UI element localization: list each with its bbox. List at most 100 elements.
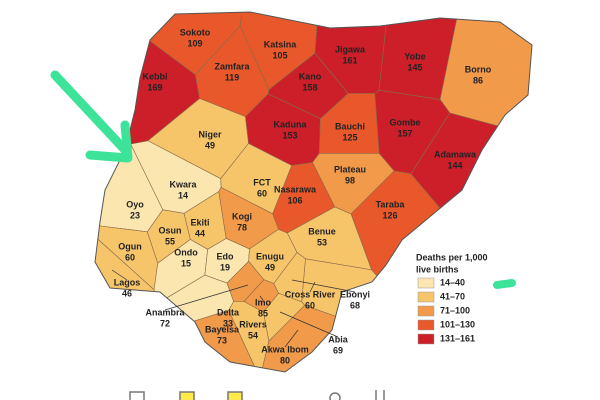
- state-name: Jigawa: [335, 44, 366, 54]
- toolbar-icon[interactable]: [179, 391, 195, 400]
- state-name: Ekiti: [190, 217, 209, 227]
- legend-label: 71–100: [440, 305, 470, 315]
- state-name: Yobe: [404, 51, 425, 61]
- leader-line: [279, 311, 339, 338]
- legend-swatch: [417, 333, 435, 345]
- state-name: Kogi: [232, 211, 252, 221]
- state-name: Sokoto: [180, 27, 211, 37]
- state-value: 14: [178, 190, 188, 200]
- leader-line: [164, 284, 249, 311]
- legend-swatch: [417, 319, 435, 331]
- toolbar-icon[interactable]: [329, 392, 341, 400]
- state-name: Bauchi: [335, 121, 365, 131]
- state-name: FCT: [253, 177, 271, 187]
- state-value: 158: [302, 82, 317, 92]
- annotation-mark: [493, 279, 516, 289]
- state-value: 98: [345, 175, 355, 185]
- state-value: 153: [282, 130, 297, 140]
- country-outline: [94, 11, 533, 373]
- state-value: 44: [195, 228, 205, 238]
- state-name: Katsina: [264, 39, 298, 49]
- state-value: 161: [342, 55, 357, 65]
- legend-title: Deaths per 1,000: [416, 252, 488, 262]
- state-name: Anambra: [145, 307, 185, 317]
- state-value: 69: [333, 345, 343, 355]
- state-value: 106: [287, 195, 302, 205]
- leader-line: [309, 281, 316, 293]
- state-value: 119: [225, 72, 240, 82]
- state-name: Borno: [465, 64, 492, 74]
- state-value: 78: [237, 222, 247, 232]
- state-value: 55: [165, 236, 175, 246]
- state-value: 144: [447, 160, 462, 170]
- legend-swatch: [417, 277, 435, 289]
- state-value: 60: [257, 188, 267, 198]
- state-name: Edo: [217, 251, 235, 261]
- state-value: 126: [382, 210, 397, 220]
- legend-label: 41–70: [440, 291, 465, 301]
- state-name: Zamfara: [214, 61, 250, 71]
- legend: Deaths per 1,000 live births 14–40 41–70 71–…: [416, 252, 488, 345]
- state-value: 109: [187, 38, 202, 48]
- state-name: Ebonyi: [340, 289, 370, 299]
- state-name: Imo: [255, 297, 272, 307]
- state-value: 46: [122, 288, 132, 298]
- state-name: Cross River: [285, 289, 336, 299]
- state-value: 105: [272, 50, 287, 60]
- legend-label: 131–161: [440, 333, 475, 343]
- state-name: Plateau: [334, 164, 366, 174]
- state-name: Ogun: [118, 241, 142, 251]
- state-value: 33: [223, 318, 233, 328]
- toolbar-icon[interactable]: [129, 391, 145, 400]
- state-value: 53: [317, 237, 327, 247]
- state-name: Gombe: [389, 117, 420, 127]
- state-name: Oyo: [126, 199, 144, 209]
- state-value: 23: [130, 210, 140, 220]
- state-value: 60: [125, 252, 135, 262]
- state-name: Benue: [308, 226, 336, 236]
- state-value: 125: [342, 132, 357, 142]
- toolbar-icon[interactable]: [227, 391, 243, 400]
- legend-label: 14–40: [440, 277, 465, 287]
- state-value: 73: [217, 335, 227, 345]
- state-name: Nasarawa: [274, 184, 317, 194]
- annotation-arrow: [50, 70, 133, 163]
- state-name: Kwara: [169, 179, 197, 189]
- leader-line: [111, 269, 128, 281]
- state-name: Abia: [328, 334, 348, 344]
- state-name: Enugu: [256, 251, 284, 261]
- state-name: Bayelsa: [205, 324, 240, 334]
- state-name: Rivers: [239, 319, 267, 329]
- state-name: Kebbi: [142, 71, 167, 81]
- state-value: 157: [397, 128, 412, 138]
- state-name: Kaduna: [273, 119, 307, 129]
- state-value: 19: [220, 262, 230, 272]
- state-name: Taraba: [376, 199, 406, 209]
- state-name: Akwa Ibom: [261, 344, 309, 354]
- leader-line: [284, 329, 299, 348]
- state-name: Adamawa: [434, 149, 477, 159]
- state-name: Niger: [198, 129, 222, 139]
- state-value: 54: [248, 330, 258, 340]
- legend-swatch: [417, 305, 435, 317]
- legend-title: live births: [416, 264, 459, 274]
- leader-line: [259, 295, 264, 301]
- legend-swatch: [417, 291, 435, 303]
- state-value: 169: [147, 82, 162, 92]
- state-value: 72: [160, 318, 170, 328]
- state-value: 15: [181, 258, 191, 268]
- state-value: 145: [407, 62, 422, 72]
- state-value: 60: [305, 300, 315, 310]
- state-value: 68: [350, 300, 360, 310]
- state-name: Delta: [217, 307, 240, 317]
- state-value: 49: [265, 262, 275, 272]
- toolbar: [129, 390, 385, 400]
- state-name: Ondo: [174, 247, 198, 257]
- state-value: 80: [280, 355, 290, 365]
- state-value: 49: [205, 140, 215, 150]
- legend-label: 101–130: [440, 319, 475, 329]
- state-name: Osun: [158, 225, 181, 235]
- leader-line: [291, 279, 356, 293]
